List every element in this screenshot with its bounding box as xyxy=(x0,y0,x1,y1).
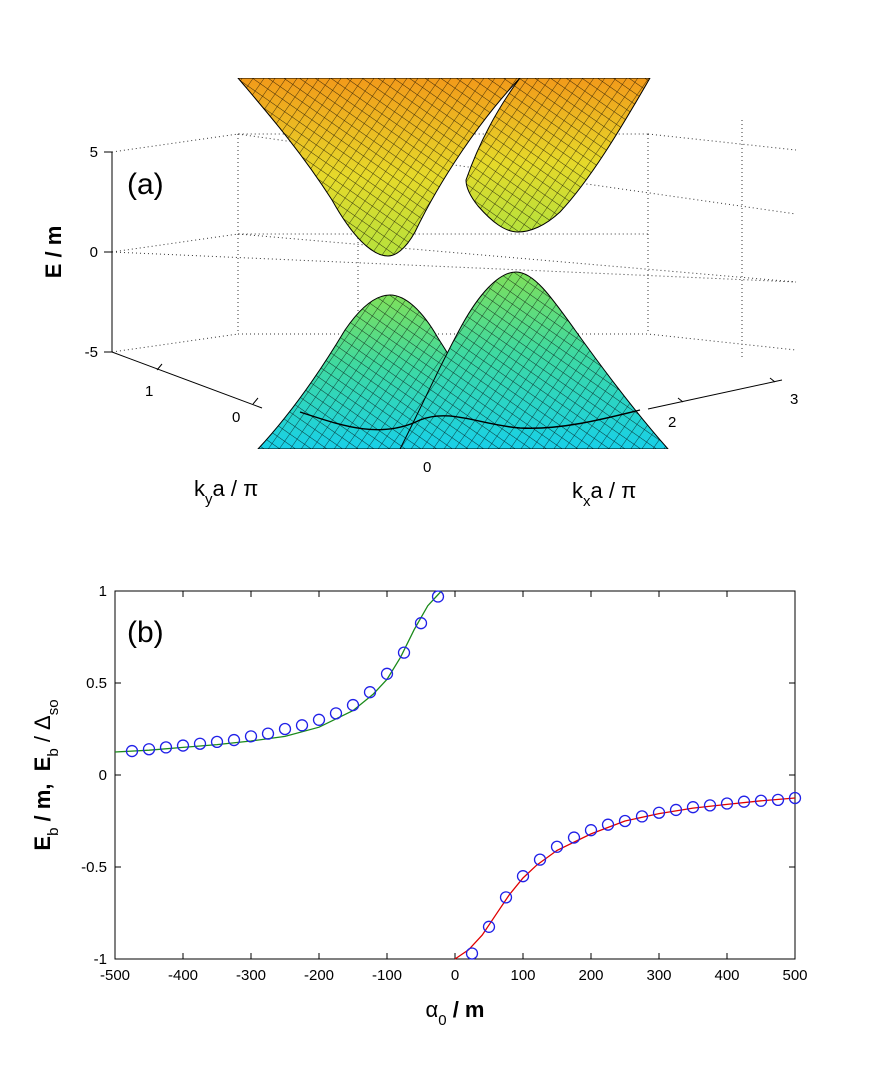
panel-b-series xyxy=(114,590,802,960)
y-tick-label: -1 xyxy=(94,951,107,968)
data-point xyxy=(397,646,411,659)
x-tick-label: -200 xyxy=(304,967,334,984)
y-tick-label: -0.5 xyxy=(81,859,107,876)
data-point xyxy=(244,730,258,743)
x-tick-label: 400 xyxy=(714,967,739,984)
panel-a-z-axis-label: E / m xyxy=(41,226,66,279)
data-point xyxy=(312,713,326,726)
panel-b-tick-marks xyxy=(114,590,796,960)
y-tick-label: 0 xyxy=(99,767,107,784)
x-tick-label: 3 xyxy=(790,391,798,408)
data-point xyxy=(754,794,768,807)
x-tick-label: 100 xyxy=(510,967,535,984)
y-tick-label: 0 xyxy=(232,409,240,426)
data-point xyxy=(499,891,513,904)
x-tick-label: -100 xyxy=(372,967,402,984)
data-point xyxy=(363,686,377,699)
data-point xyxy=(737,795,751,808)
data-point xyxy=(618,814,632,828)
data-point xyxy=(414,617,428,630)
data-point xyxy=(550,840,564,853)
series-line xyxy=(454,797,796,960)
y-tick-label: 1 xyxy=(145,383,153,400)
data-point xyxy=(584,824,598,837)
panel-a-axes xyxy=(104,151,783,410)
x-tick-label: -500 xyxy=(100,967,130,984)
data-point xyxy=(686,801,700,814)
z-tick-label: 5 xyxy=(90,144,98,161)
data-point xyxy=(720,797,734,810)
x-tick-label: 0 xyxy=(451,967,459,984)
data-point xyxy=(278,722,292,736)
data-point xyxy=(703,799,717,812)
x-tick-label: 200 xyxy=(578,967,603,984)
panel-a-y-ticks: 1 0 xyxy=(145,383,240,426)
data-point xyxy=(142,743,156,756)
data-point xyxy=(159,741,173,754)
data-point xyxy=(125,744,139,758)
data-point xyxy=(482,920,496,933)
panel-a-ky-axis-label: kya / π xyxy=(194,476,258,508)
data-point xyxy=(176,739,190,752)
panel-b-y-tick-labels: 1 0.5 0 -0.5 -1 xyxy=(81,583,107,968)
data-point xyxy=(193,737,207,750)
panel-b-plot-frame xyxy=(114,590,796,960)
panel-a-x-ticks: 0 2 3 xyxy=(423,391,798,476)
data-point xyxy=(295,719,309,732)
data-point xyxy=(601,818,615,831)
panel-b-x-axis-label: α0 / m xyxy=(426,997,485,1029)
panel-a-tag: (a) xyxy=(127,168,164,201)
data-point xyxy=(346,698,360,712)
panel-b-line-chart: -500 -400 -300 -200 -100 0 100 200 300 400 500 1 0.… xyxy=(30,583,808,1029)
data-point xyxy=(669,803,683,817)
x-tick-label: 2 xyxy=(668,414,676,431)
panel-a-z-ticks: 5 0 -5 xyxy=(85,144,98,361)
x-tick-label: 500 xyxy=(782,967,807,984)
panel-a-surface-plot: (a) 5 0 -5 1 0 0 2 3 E / m kya / π kxa /… xyxy=(41,78,798,510)
data-point xyxy=(329,707,343,720)
x-tick-label: -300 xyxy=(236,967,266,984)
y-tick-label: 1 xyxy=(99,583,107,600)
data-point xyxy=(635,810,649,823)
z-tick-label: 0 xyxy=(90,244,98,261)
x-tick-label: -400 xyxy=(168,967,198,984)
data-point xyxy=(380,667,394,680)
y-tick-label: 0.5 xyxy=(86,675,107,692)
data-point xyxy=(533,853,547,866)
panel-a-kx-axis-label: kxa / π xyxy=(572,478,636,510)
data-point xyxy=(771,793,785,806)
data-point xyxy=(465,947,479,960)
data-point xyxy=(567,831,581,844)
panel-b-y-axis-label: Eb / m, Eb / Δso xyxy=(30,699,62,850)
data-point xyxy=(431,590,445,603)
data-point xyxy=(652,806,666,819)
x-tick-label: 0 xyxy=(423,459,431,476)
x-tick-label: 300 xyxy=(646,967,671,984)
data-point xyxy=(788,791,802,805)
data-point xyxy=(227,733,241,747)
panel-a-band-surfaces xyxy=(237,78,669,449)
data-point xyxy=(516,870,530,883)
panel-b-x-tick-labels: -500 -400 -300 -200 -100 0 100 200 300 400 500 xyxy=(100,967,808,984)
z-tick-label: -5 xyxy=(85,344,98,361)
data-point xyxy=(210,735,224,749)
panel-b-tag: (b) xyxy=(127,616,164,649)
data-point xyxy=(261,727,275,740)
